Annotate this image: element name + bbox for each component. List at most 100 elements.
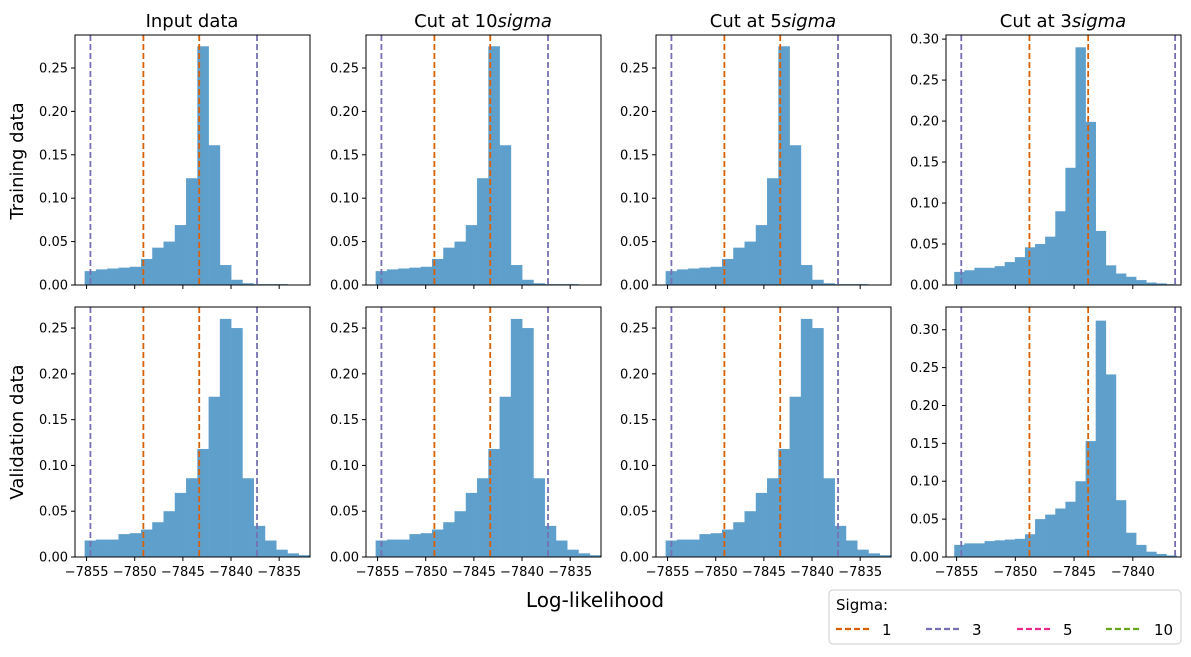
- y-tick-label: 0.00: [910, 551, 939, 566]
- hist-bar: [152, 522, 164, 557]
- hist-bar: [409, 268, 421, 285]
- y-tick-label: 0.30: [910, 323, 939, 338]
- hist-bar: [96, 540, 108, 557]
- hist-bar: [1055, 509, 1065, 557]
- x-tick-label: −7855: [65, 565, 109, 580]
- hist-bar: [767, 478, 779, 557]
- x-tick-label: −7845: [1052, 565, 1096, 580]
- col-title-1: Cut at 10sigma: [414, 11, 552, 32]
- y-tick-label: 0.10: [620, 192, 649, 207]
- hist-bar: [711, 267, 723, 285]
- y-tick-label: 0.10: [330, 459, 359, 474]
- hist-bar: [1035, 519, 1045, 557]
- hist-bar: [823, 478, 835, 557]
- y-tick-label: 0.00: [39, 551, 68, 566]
- col-title-3: Cut at 3sigma: [1000, 11, 1126, 32]
- y-tick-label: 0.15: [910, 156, 939, 171]
- hist-bar: [522, 328, 534, 557]
- y-tick-label: 0.05: [330, 505, 359, 520]
- hist-bar: [254, 526, 266, 557]
- hist-bar: [409, 534, 421, 557]
- hist-bar: [1126, 277, 1136, 285]
- x-tick-label: −7840: [790, 565, 834, 580]
- row-label-validation: Validation data: [7, 364, 28, 499]
- y-tick-label: 0.25: [910, 361, 939, 376]
- hist-bar: [387, 540, 399, 557]
- y-tick-label: 0.15: [330, 148, 359, 163]
- y-tick-label: 0.15: [910, 437, 939, 452]
- y-tick-label: 0.25: [39, 61, 68, 76]
- hist-bar: [209, 397, 221, 557]
- hist-bar: [868, 553, 880, 557]
- hist-bar: [231, 280, 243, 285]
- hist-bar: [801, 265, 813, 285]
- y-tick-label: 0.00: [910, 279, 939, 294]
- x-tick-label: −7845: [742, 565, 786, 580]
- hist-bar: [443, 248, 455, 285]
- hist-bar: [985, 268, 995, 285]
- hist-bar: [1075, 481, 1085, 557]
- hist-bar: [964, 270, 974, 285]
- hist-bar: [231, 328, 243, 557]
- hist-bar: [1116, 274, 1126, 285]
- hist-bar: [220, 265, 232, 285]
- hist-bar: [733, 522, 745, 557]
- x-tick-label: −7850: [113, 565, 157, 580]
- hist-bar: [974, 268, 984, 285]
- hist-bar: [466, 225, 478, 285]
- y-tick-label: 0.25: [39, 322, 68, 337]
- y-tick-label: 0.05: [620, 505, 649, 520]
- y-tick-label: 0.00: [330, 279, 359, 294]
- hist-bar: [1005, 262, 1015, 285]
- hist-bar: [1035, 244, 1045, 285]
- y-tick-label: 0.05: [910, 238, 939, 253]
- hist-bar: [733, 248, 745, 285]
- panel-r1-c0: 0.000.050.100.150.200.25−7855−7850−7845−…: [39, 307, 310, 580]
- hist-bar: [688, 269, 700, 285]
- y-tick-label: 0.05: [910, 513, 939, 528]
- y-tick-label: 0.05: [330, 235, 359, 250]
- hist-bar: [767, 178, 779, 285]
- panel-r0-c2: 0.000.050.100.150.200.25: [620, 35, 891, 294]
- hist-bar: [790, 397, 802, 557]
- y-tick-label: 0.10: [620, 459, 649, 474]
- hist-bar: [96, 269, 108, 285]
- hist-bar: [1065, 168, 1075, 285]
- y-tick-label: 0.15: [39, 148, 68, 163]
- hist-bar: [477, 178, 489, 285]
- hist-bar: [578, 553, 590, 557]
- y-tick-label: 0.25: [330, 61, 359, 76]
- y-tick-label: 0.05: [39, 505, 68, 520]
- hist-bar: [1005, 540, 1015, 557]
- panel-r1-c2: 0.000.050.100.150.200.25−7855−7850−7845−…: [620, 307, 891, 580]
- hist-bar: [1146, 552, 1156, 557]
- x-tick-label: −7835: [257, 565, 301, 580]
- y-tick-label: 0.20: [620, 367, 649, 382]
- hist-bar: [1086, 441, 1096, 557]
- hist-bar: [699, 268, 711, 285]
- panels: 0.00 0.05 0.10 0.15 0.20 0.25 0.00 0.05 0.10 0.15…: [39, 33, 1181, 580]
- col-title-0: Input data: [146, 11, 239, 32]
- hist-bar: [522, 280, 534, 285]
- hist-bar: [466, 493, 478, 557]
- hist-bar: [1096, 321, 1106, 557]
- x-tick-label: −7835: [548, 565, 592, 580]
- hist-bar: [835, 526, 847, 557]
- hist-bar: [1075, 47, 1085, 285]
- y-tick-label: 0.05: [620, 235, 649, 250]
- y-tick-label: 0.20: [910, 399, 939, 414]
- hist-bar: [276, 550, 288, 557]
- hist-bar: [511, 265, 523, 285]
- hist-bar: [1086, 122, 1096, 285]
- y-tick-label: 0.10: [910, 197, 939, 212]
- hist-bar: [567, 550, 579, 557]
- hist-bar: [130, 533, 142, 557]
- y-tick-label: 0.00: [39, 279, 68, 294]
- hist-bar: [242, 478, 254, 557]
- hist-bar: [175, 225, 187, 285]
- hist-bar: [455, 242, 467, 285]
- hist-bar: [812, 280, 824, 285]
- x-tick-label: −7835: [838, 565, 882, 580]
- hist-bar: [699, 534, 711, 557]
